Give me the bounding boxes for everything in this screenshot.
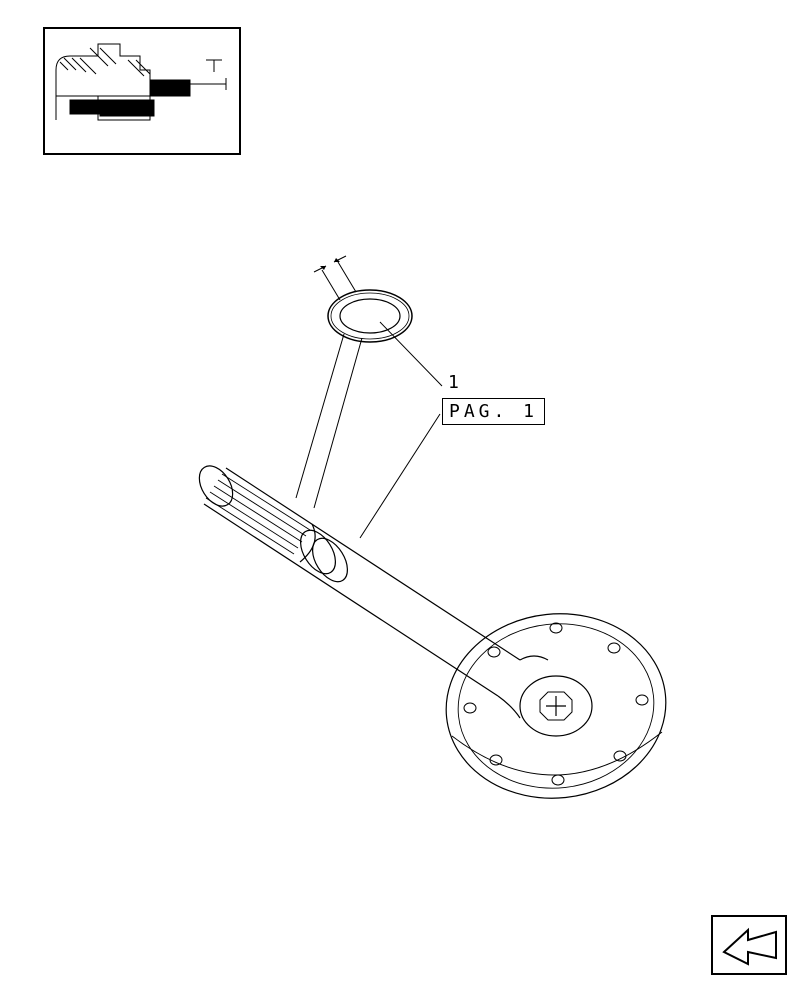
callout-1-label: 1 [448, 372, 459, 393]
page-reference-label: PAG. 1 [442, 398, 545, 425]
axle-shaft [192, 460, 675, 809]
ring-shim [314, 256, 412, 342]
leader-lines [296, 322, 442, 538]
context-inset [44, 28, 240, 154]
back-arrow-icon[interactable] [712, 916, 786, 974]
diagram-canvas [0, 0, 812, 1000]
